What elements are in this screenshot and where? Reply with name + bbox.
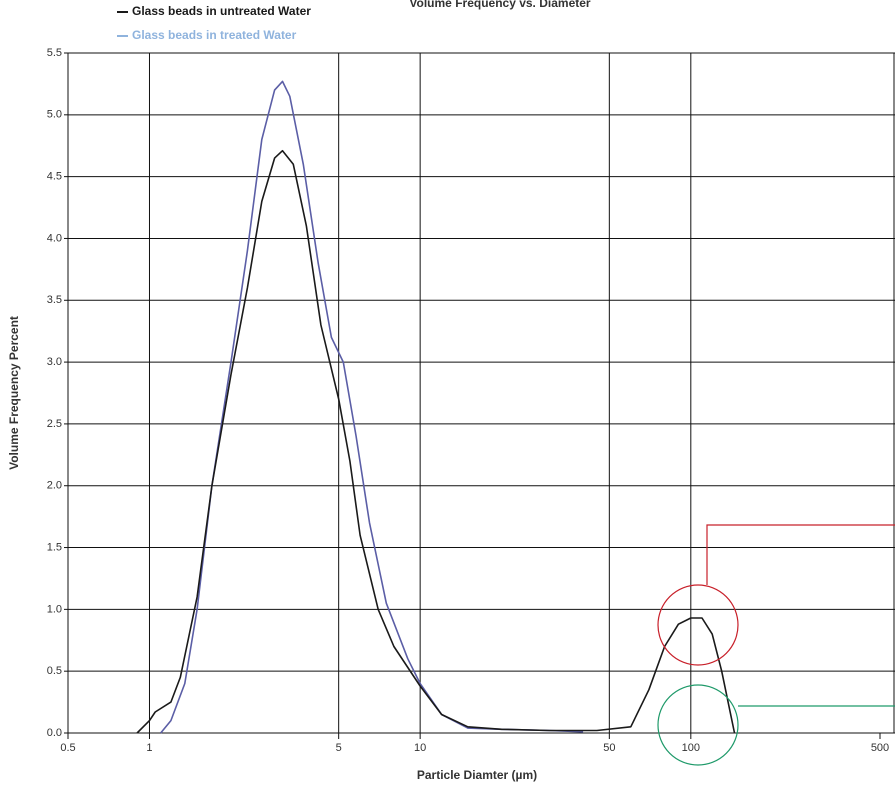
legend-label: Glass beads in treated Water: [132, 28, 297, 42]
x-tick-label: 1: [146, 742, 152, 754]
y-axis-label: Volume Frequency Percent: [7, 316, 21, 470]
plot-frame: [67, 52, 895, 734]
y-tick-label: 3.0: [47, 356, 62, 368]
y-tick-label: 1.0: [47, 603, 62, 615]
x-axis-label: Particle Diamter (µm): [417, 768, 537, 782]
y-tick-label: 2.5: [47, 418, 62, 430]
x-tick-label: 5: [336, 742, 342, 754]
y-tick-label: 3.5: [47, 294, 62, 306]
series-line: [160, 80, 584, 734]
callout-line: [706, 524, 895, 585]
y-tick-label: 4.5: [47, 171, 62, 183]
y-tick-label: 0.5: [47, 665, 62, 677]
series-line: [136, 149, 736, 734]
highlight-circle: [657, 684, 739, 766]
x-tick-label: 10: [414, 742, 426, 754]
y-tick-label: 4.0: [47, 232, 62, 244]
y-tick-label: 5.0: [47, 109, 62, 121]
legend-label: Glass beads in untreated Water: [132, 4, 311, 18]
y-tick-label: 0.0: [47, 727, 62, 739]
y-tick-label: 5.5: [47, 47, 62, 59]
x-tick-label: 50: [603, 742, 615, 754]
x-tick-label: 100: [682, 742, 700, 754]
chart-title: Volume Frequency vs. Diameter: [409, 0, 591, 10]
x-tick-label: 500: [871, 742, 889, 754]
annotations: [657, 524, 895, 766]
plot-area: 0.0 0.5 1.0 1.5 2.0 2.5 3.0 3.5 4.0 4.5 5.0 5.5 0.5 1…: [47, 47, 895, 754]
highlight-circle: [657, 584, 739, 666]
y-tick-label: 2.0: [47, 480, 62, 492]
x-tick-label: 0.5: [60, 742, 75, 754]
y-tick-label: 1.5: [47, 541, 62, 553]
